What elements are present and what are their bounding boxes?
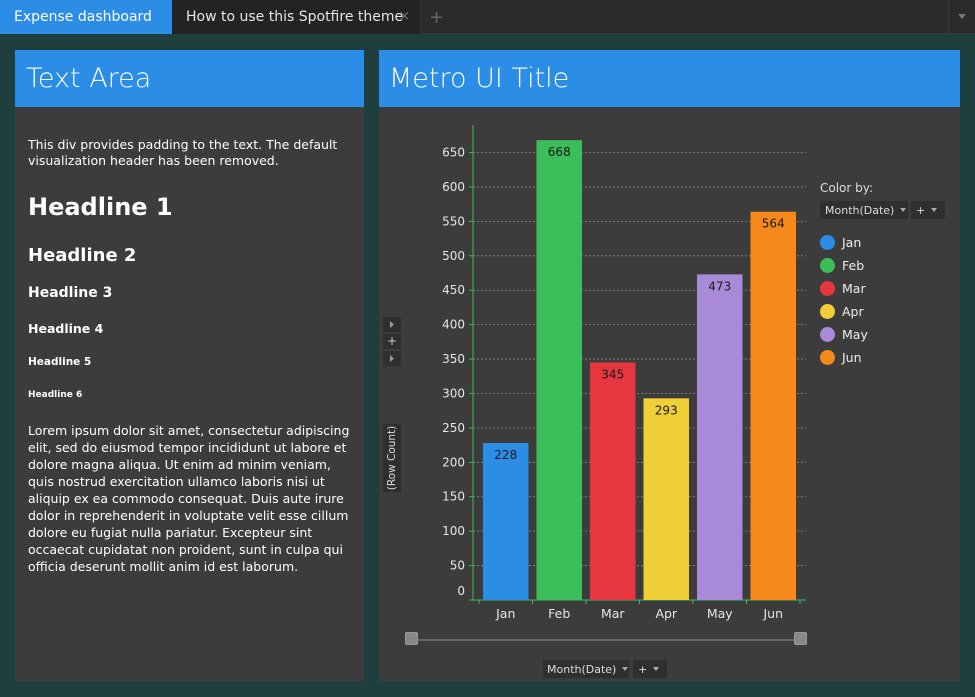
legend-swatch [820,304,835,319]
x-tick-label: Feb [548,606,570,621]
legend: Color by: Month(Date) + Jan Feb Mar Apr May J… [820,181,950,369]
legend-item-mar[interactable]: Mar [820,277,950,300]
bar-value-label: 668 [548,145,571,159]
bar-chart: 0 50 100 150 200 250 300 350 400 450 500 550 600 650 2… [442,125,806,621]
y-tick-label: 650 [442,146,465,160]
bar-may [697,274,743,600]
legend-swatch [820,235,835,250]
y-axis-label: (Row Count) [386,425,398,491]
legend-item-jan[interactable]: Jan [820,231,950,254]
y-tick-label: 100 [442,524,465,538]
y-tick-label: 550 [442,214,465,228]
slider-right-handle[interactable] [794,632,807,645]
legend-item-jun[interactable]: Jun [820,346,950,369]
bar-mar [590,362,636,600]
bar-value-label: 293 [655,403,678,417]
lorem-text: Lorem ipsum dolor sit amet, consectetur … [28,423,350,574]
headline-2: Headline 2 [28,245,137,266]
y-tick-label: 500 [442,249,465,263]
panel-title: Metro UI Title [379,50,960,107]
tab-how-to-use[interactable]: How to use this Spotfire theme [172,0,420,34]
legend-item-may[interactable]: May [820,323,950,346]
x-axis-selector[interactable]: Month(Date) [543,660,629,678]
y-tick-label: 250 [442,421,465,435]
headline-4: Headline 4 [28,321,104,336]
bar-value-label: 345 [601,368,624,382]
bar-value-label: 473 [708,279,731,293]
legend-item-apr[interactable]: Apr [820,300,950,323]
chevron-right-icon [390,355,394,362]
bar-jan [483,443,529,600]
headline-3: Headline 3 [28,285,113,301]
legend-label: Jan [842,235,862,250]
tab-label: How to use this Spotfire theme [186,9,404,25]
bar-value-label: 228 [494,448,517,462]
legend-swatch [820,281,835,296]
y-axis-collapse-handle[interactable] [383,317,401,332]
add-tab-button[interactable]: + [420,0,452,34]
tab-label: Expense dashboard [14,9,152,25]
legend-label: Apr [842,304,864,319]
chevron-down-icon [900,208,907,212]
y-tick-label: 50 [450,559,465,573]
bar-chart-visualization: 0 50 100 150 200 250 300 350 400 450 500 550 600 650 2… [379,107,960,681]
close-icon[interactable]: × [399,9,410,24]
y-tick-label: 300 [442,386,465,400]
legend-label: Feb [842,258,865,273]
y-tick-label: 600 [442,180,465,194]
y-tick-label: 150 [442,490,465,504]
color-by-selector[interactable]: Month(Date) [820,201,908,219]
text-area-content: This div provides padding to the text. T… [15,107,364,575]
legend-item-feb[interactable]: Feb [820,254,950,277]
legend-label: Mar [842,281,866,296]
y-tick-label: 0 [457,584,465,598]
headline-1: Headline 1 [28,193,173,221]
x-tick-label: Mar [601,606,625,621]
y-tick-label: 450 [442,283,465,297]
x-axis-add-button[interactable]: + [633,660,667,678]
legend-swatch [820,258,835,273]
y-axis-expand-handle[interactable] [383,351,401,366]
y-tick-label: 400 [442,318,465,332]
y-axis-add-button[interactable]: + [383,334,401,349]
bar-jun [750,211,796,600]
chevron-down-icon [622,667,629,671]
x-axis-selector-label: Month(Date) [547,662,617,676]
chevron-down-icon [931,208,938,212]
legend-label: May [842,327,868,342]
x-axis-range-slider[interactable] [409,639,805,641]
headline-5: Headline 5 [28,356,92,368]
x-tick-label: Apr [655,606,677,621]
bar-feb [536,140,582,600]
plus-icon: + [638,662,648,676]
intro-text: This div provides padding to the text. T… [28,137,338,168]
slider-left-handle[interactable] [405,632,418,645]
headline-6: Headline 6 [28,390,83,400]
y-tick-label: 350 [442,352,465,366]
plus-icon: + [916,203,926,217]
text-area-panel: Text Area This div provides padding to t… [15,50,364,681]
legend-title: Color by: [820,181,874,195]
tab-bar: Expense dashboard How to use this Spotfi… [0,0,975,34]
y-tick-label: 200 [442,455,465,469]
y-axis-selector[interactable]: (Row Count) [383,424,401,492]
chevron-down-icon[interactable] [948,0,975,34]
legend-items: Jan Feb Mar Apr May Jun [820,231,950,369]
panel-title: Text Area [15,50,364,107]
legend-label: Jun [842,350,862,365]
bar-apr [643,398,689,600]
x-tick-label: Jun [762,606,783,621]
color-by-add-button[interactable]: + [911,201,945,219]
legend-selector-row: Month(Date) + [820,201,950,219]
x-tick-label: May [707,606,733,621]
chevron-down-icon [653,667,660,671]
bar-chart-panel: Metro UI Title 0 50 100 150 200 250 300 350 400 4… [379,50,960,681]
legend-swatch [820,350,835,365]
bar-value-label: 564 [762,217,785,231]
x-tick-label: Jan [495,606,515,621]
color-by-label: Month(Date) [825,203,895,217]
legend-swatch [820,327,835,342]
tab-expense-dashboard[interactable]: Expense dashboard [0,0,172,34]
chevron-right-icon [390,321,394,328]
